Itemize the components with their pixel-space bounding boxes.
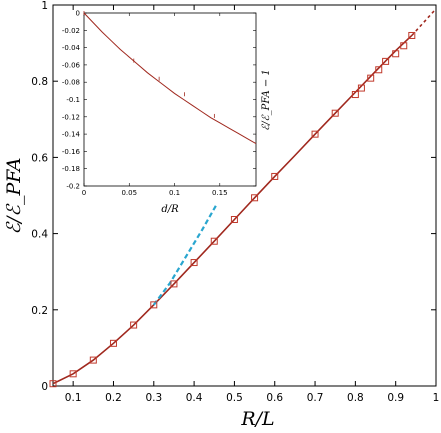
main-data-point (49, 380, 57, 388)
inset-tick-labels: 0 0.05 0.1 0.15 0 -0.02 -0.04 -0.06 -0.08 -0.1 -0.… (62, 10, 228, 198)
main-y-axis-title: ℰ/ℰ_PFA (3, 158, 25, 235)
inset-y-tick-label: -0.14 (62, 131, 81, 139)
main-data-point (190, 259, 198, 267)
main-markers (49, 31, 416, 388)
main-y-tick-label: 0.2 (31, 305, 48, 317)
main-data-point (150, 301, 158, 309)
inset-series-line-0 (83, 12, 257, 145)
inset-y-tick-label: -0.06 (62, 61, 81, 69)
main-x-tick-label: 0.9 (387, 392, 404, 404)
main-data-point (382, 57, 390, 65)
main-data-point (251, 194, 259, 202)
main-data-point (367, 74, 375, 82)
inset-y-tick-label: -0.1 (66, 96, 80, 104)
inset-series (83, 12, 257, 145)
main-plot-frame (52, 4, 437, 387)
inset-x-tick-label: 0.05 (121, 189, 137, 197)
main-x-tick-label: 0.6 (266, 392, 283, 404)
inset-y-tick-label: -0.12 (62, 113, 80, 121)
main-x-tick-label: 0.7 (307, 392, 324, 404)
inset-y-tick-label: -0.08 (62, 79, 80, 87)
main-data-point (230, 216, 238, 224)
main-x-tick-label: 1 (433, 392, 440, 404)
main-data-point (210, 237, 218, 245)
main-x-tick-label: 0.2 (105, 392, 122, 404)
main-data-point (109, 339, 117, 347)
inset-y-tick-label: -0.2 (66, 183, 80, 191)
main-y-tick-label: 0.6 (31, 152, 48, 164)
main-data-point (89, 356, 97, 364)
inset-y-tick-label: -0.18 (62, 165, 80, 173)
main-axis-ticks (53, 4, 437, 387)
inset-y-axis-title: ℰ/ℰ_PFA − 1 (261, 69, 272, 131)
inset-axis-ticks (83, 12, 256, 187)
main-y-tick-label: 0.8 (31, 76, 48, 88)
main-data-point (357, 84, 365, 92)
main-tick-labels: 0.1 0.2 0.3 0.4 0.5 0.6 0.7 0.8 0.9 1 0 0.2 0.4 0.6 0.… (31, 0, 439, 404)
main-series-line-1 (411, 8, 437, 37)
main-data-point (271, 172, 279, 180)
inset-y-tick-label: 0 (76, 10, 80, 18)
inset-y-tick-label: -0.02 (62, 27, 80, 35)
main-data-point (375, 66, 383, 74)
main-series (52, 8, 437, 385)
main-data-point (69, 370, 77, 378)
main-data-point (408, 31, 416, 39)
main-data-point (331, 109, 339, 117)
main-data-point (311, 130, 319, 138)
main-data-point (130, 321, 138, 329)
main-series-line-2 (152, 204, 218, 306)
main-series-line-0 (52, 34, 413, 385)
main-data-point (351, 91, 359, 99)
inset-y-tick-label: -0.16 (62, 148, 81, 156)
inset-chart: 0 0.05 0.1 0.15 0 -0.02 -0.04 -0.06 -0.08 -0.1 -0.… (62, 10, 272, 216)
main-y-tick-label: 0.4 (31, 229, 48, 241)
inset-markers (83, 11, 215, 118)
inset-x-tick-label: 0 (82, 189, 86, 197)
main-y-tick-label: 0 (41, 381, 48, 393)
main-chart: 0.1 0.2 0.3 0.4 0.5 0.6 0.7 0.8 0.9 1 0 0.2 0.4 0.6 0.… (3, 0, 439, 430)
inset-x-tick-label: 0.1 (169, 189, 180, 197)
main-x-axis-title: R/L (240, 408, 274, 430)
main-y-tick-label: 1 (41, 0, 48, 12)
main-x-tick-label: 0.4 (186, 392, 203, 404)
main-x-tick-label: 0.8 (347, 392, 364, 404)
main-x-tick-label: 0.1 (65, 392, 82, 404)
main-data-point (392, 50, 400, 58)
inset-x-tick-label: 0.15 (212, 189, 228, 197)
main-x-tick-label: 0.3 (145, 392, 162, 404)
main-data-point (400, 42, 408, 50)
main-x-tick-label: 0.5 (226, 392, 243, 404)
inset-y-tick-label: -0.04 (62, 44, 81, 52)
inset-x-axis-title: d/R (161, 204, 179, 215)
main-data-point (170, 280, 178, 288)
